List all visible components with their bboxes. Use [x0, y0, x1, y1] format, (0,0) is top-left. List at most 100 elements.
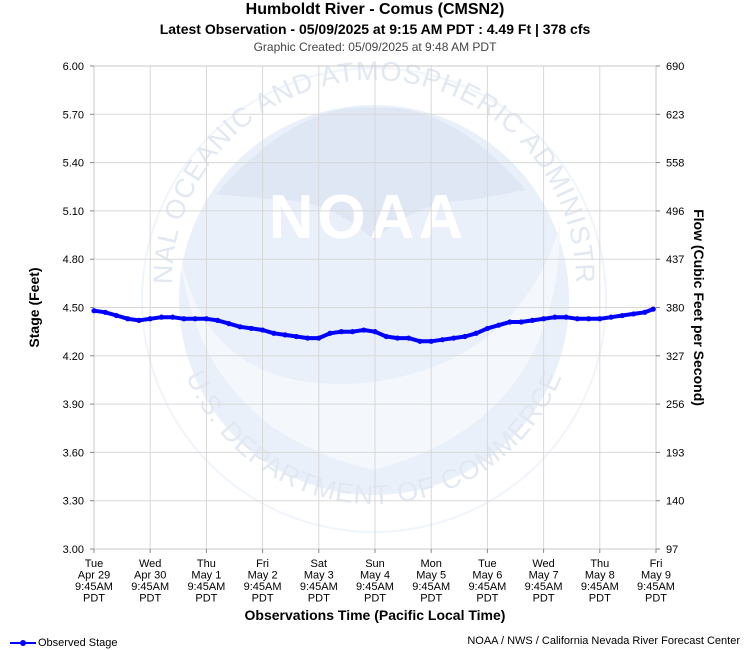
y-tick-label: 4.20 — [63, 351, 84, 363]
observed-stage-point — [271, 330, 277, 336]
observed-stage-point — [619, 312, 625, 319]
observed-stage-point — [529, 317, 535, 323]
observed-stage-point — [417, 338, 423, 344]
observed-stage-point — [574, 316, 580, 322]
y-axis-ticks: 3.00 3.30 3.60 3.90 4.20 4.50 4.80 5.10 5.40 5.70… — [63, 61, 94, 556]
x-tick-label: Thu May 1 9:45AM PDT — [187, 558, 225, 605]
y2-axis-label: Flow (Cubic Feet per Second) — [691, 209, 707, 406]
observed-stage-point — [541, 316, 547, 322]
y-tick-label: 5.10 — [63, 206, 84, 218]
y2-tick-label: 558 — [666, 158, 684, 170]
x-tick-label: Wed May 7 9:45AM PDT — [525, 558, 563, 605]
x-tick-label: Sun May 4 9:45AM PDT — [356, 558, 394, 605]
x-tick-label: Mon May 5 9:45AM PDT — [412, 558, 450, 605]
observed-stage-point — [507, 319, 513, 325]
observed-stage-point — [91, 308, 97, 314]
observed-stage-point — [248, 325, 254, 332]
credit-text: NOAA / NWS / California Nevada River For… — [467, 635, 740, 647]
legend-line-marker-icon — [10, 637, 36, 649]
y2-tick-label: 256 — [666, 399, 684, 411]
y-tick-label: 3.00 — [63, 544, 84, 556]
y-tick-label: 3.60 — [63, 447, 84, 459]
observed-stage-point — [192, 316, 198, 322]
x-tick-label: Wed Apr 30 9:45AM PDT — [131, 558, 169, 605]
y2-tick-label: 140 — [666, 496, 684, 508]
chart-title: Humboldt River - Comus (CMSN2) — [245, 1, 505, 18]
observed-stage-point — [552, 314, 558, 320]
y2-tick-label: 690 — [666, 61, 684, 73]
x-tick-label: Tue Apr 29 9:45AM PDT — [75, 558, 113, 605]
y2-tick-label: 193 — [666, 447, 684, 459]
x-tick-label: Fri May 9 9:45AM PDT — [637, 558, 675, 605]
observed-stage-point — [597, 316, 603, 322]
y2-tick-label: 97 — [666, 544, 678, 556]
observed-stage-point — [293, 333, 299, 340]
observed-stage-point — [451, 335, 457, 341]
y2-tick-label: 496 — [666, 206, 684, 218]
observed-stage-point — [650, 306, 656, 312]
x-axis-ticks: Tue Apr 29 9:45AM PDT Wed Apr 30 9:45AM PDT Thu M… — [75, 549, 675, 605]
observed-stage-point — [316, 335, 322, 341]
observed-stage-point — [484, 325, 490, 332]
observed-stage-point — [642, 309, 648, 315]
observed-stage-point — [170, 314, 176, 320]
observed-stage-point — [394, 335, 401, 341]
y-tick-label: 4.80 — [63, 254, 84, 266]
observed-stage-point — [473, 330, 479, 336]
x-tick-label: Thu May 8 9:45AM PDT — [581, 558, 619, 605]
latest-observation: Latest Observation - 05/09/2025 at 9:15 … — [159, 21, 591, 37]
observed-stage-point — [125, 316, 131, 322]
y-tick-label: 5.40 — [63, 158, 84, 170]
chart-grid — [93, 65, 657, 550]
observed-stage-point — [630, 311, 637, 317]
y2-tick-label: 437 — [666, 254, 684, 266]
legend: Observed Stage — [10, 637, 118, 649]
y2-tick-label: 380 — [666, 303, 684, 315]
observed-stage-point — [158, 314, 165, 320]
observed-stage-point — [496, 322, 502, 328]
x-tick-label: Sat May 3 9:45AM PDT — [300, 558, 338, 605]
observed-stage-point — [260, 327, 266, 333]
graphic-created: Graphic Created: 05/09/2025 at 9:48 AM P… — [253, 40, 497, 54]
observed-stage-point — [349, 329, 356, 335]
observed-stage-point — [203, 316, 209, 322]
y-tick-label: 6.00 — [63, 61, 84, 73]
observed-stage-point — [136, 317, 142, 323]
observed-stage-point — [383, 333, 389, 340]
observed-stage-point — [585, 316, 592, 322]
observed-stage-point — [361, 327, 367, 333]
watermark-logo-text: NOAA — [269, 183, 468, 252]
observed-stage-point — [518, 319, 524, 325]
observed-stage-point — [439, 337, 446, 343]
x-tick-label: Fri May 2 9:45AM PDT — [244, 558, 282, 605]
observed-stage-point — [215, 317, 221, 323]
observed-stage-point — [102, 309, 108, 315]
observed-stage-point — [282, 332, 288, 338]
observed-stage-point — [181, 316, 187, 322]
observed-stage-point — [406, 335, 412, 341]
y-tick-label: 3.30 — [63, 496, 84, 508]
observed-stage-point — [226, 321, 232, 327]
legend-label: Observed Stage — [38, 637, 118, 649]
observed-stage-point — [338, 329, 344, 335]
observed-stage-point — [113, 312, 120, 319]
y-tick-label: 4.50 — [63, 303, 84, 315]
observed-stage-point — [462, 333, 468, 340]
observed-stage-point — [237, 324, 243, 330]
series-layer — [91, 306, 656, 344]
observed-stage-point — [563, 314, 569, 320]
observed-stage-point — [372, 329, 378, 335]
observed-stage-point — [608, 314, 614, 320]
y-tick-label: 3.90 — [63, 399, 84, 411]
y-tick-label: 5.70 — [63, 109, 84, 121]
observed-stage-point — [147, 316, 153, 322]
observed-stage-point — [327, 330, 333, 336]
x-tick-label: Tue May 6 9:45AM PDT — [468, 558, 506, 605]
y-axis-label: Stage (Feet) — [26, 267, 42, 347]
observed-stage-point — [428, 338, 434, 344]
y2-axis-ticks: 97 140 193 256 327 380 437 496 558 623 690 — [656, 61, 684, 556]
observed-stage-point — [304, 335, 311, 341]
x-axis-label: Observations Time (Pacific Local Time) — [245, 607, 506, 623]
y2-tick-label: 623 — [666, 109, 684, 121]
